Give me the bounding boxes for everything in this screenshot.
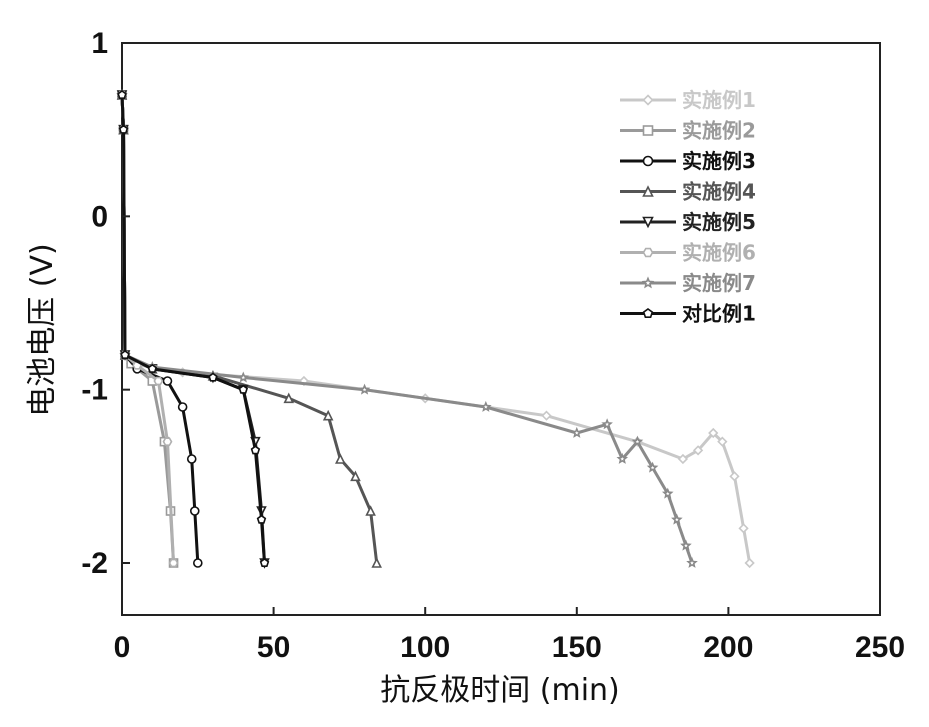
series-7 <box>116 88 698 568</box>
data-point <box>335 453 346 464</box>
data-point <box>162 437 173 446</box>
legend-label: 实施例4 <box>682 180 756 204</box>
series-line <box>120 94 200 564</box>
data-point <box>118 124 129 134</box>
series-line <box>120 94 175 564</box>
data-point <box>120 350 130 360</box>
legend-label: 对比例1 <box>682 302 756 326</box>
x-ticks: 0 50 100 150 200 250 <box>114 607 905 664</box>
data-point <box>601 418 613 430</box>
data-point <box>250 445 261 455</box>
data-point <box>642 247 654 258</box>
legend: 实施例1 实施例2 实施例3 实施例4 实施例5 实施例6 实施例7 对比例1 <box>620 88 756 326</box>
series-line <box>120 94 694 564</box>
data-point <box>208 372 218 382</box>
data-point <box>186 454 197 464</box>
data-point <box>680 539 692 551</box>
data-point <box>193 558 203 568</box>
data-point <box>738 523 749 534</box>
data-point <box>189 506 200 516</box>
x-tick-label: 150 <box>552 631 602 664</box>
legend-item: 对比例1 <box>620 302 756 326</box>
data-point <box>642 94 654 106</box>
legend-item: 实施例6 <box>620 241 756 265</box>
legend-item: 实施例4 <box>620 180 756 204</box>
y-tick-label: 0 <box>91 200 108 233</box>
data-point <box>480 400 492 412</box>
data-point <box>641 276 655 289</box>
data-point <box>661 487 674 499</box>
legend-item: 实施例2 <box>620 119 756 143</box>
series-8 <box>117 90 270 568</box>
data-point <box>237 371 250 383</box>
data-point <box>350 470 361 482</box>
data-point <box>117 90 127 100</box>
data-point <box>371 557 382 568</box>
data-point <box>147 363 158 373</box>
data-point <box>646 461 659 473</box>
data-point <box>256 514 267 524</box>
series-group <box>116 88 755 569</box>
data-point <box>541 410 552 421</box>
legend-label: 实施例5 <box>682 210 756 234</box>
series-2 <box>117 90 179 568</box>
x-tick-label: 100 <box>400 631 450 664</box>
plot-frame <box>121 42 881 616</box>
legend-item: 实施例7 <box>620 271 756 295</box>
x-tick-label: 200 <box>703 631 753 664</box>
y-tick-label: 1 <box>91 27 108 60</box>
data-point <box>631 435 644 447</box>
x-tick-label: 0 <box>114 631 131 664</box>
data-point <box>177 402 188 412</box>
data-point <box>642 185 654 197</box>
y-tick-label: -1 <box>81 374 108 407</box>
series-line <box>120 94 379 564</box>
legend-item: 实施例1 <box>620 88 756 112</box>
data-point <box>238 384 249 394</box>
data-point <box>153 376 164 386</box>
data-point <box>642 125 654 136</box>
series-line <box>120 94 175 564</box>
legend-item: 实施例3 <box>620 149 756 173</box>
data-point <box>708 427 719 439</box>
data-point <box>358 383 371 395</box>
data-point <box>686 556 698 568</box>
series-3 <box>117 90 203 568</box>
legend-label: 实施例1 <box>682 88 756 112</box>
data-point <box>571 426 583 438</box>
series-4 <box>116 89 382 568</box>
data-point <box>162 376 173 386</box>
x-tick-label: 250 <box>855 631 905 664</box>
data-point <box>616 452 629 464</box>
data-point <box>717 436 728 447</box>
data-point <box>677 453 689 465</box>
data-point <box>642 308 654 318</box>
data-point <box>671 513 683 525</box>
series-line <box>120 94 752 564</box>
y-tick-label: -2 <box>81 547 108 580</box>
data-point <box>283 392 295 404</box>
data-point <box>322 409 334 421</box>
legend-label: 实施例2 <box>682 119 756 143</box>
data-point <box>642 155 654 167</box>
x-axis-title: 抗反极时间 (min) <box>380 673 620 708</box>
x-tick-label: 50 <box>257 631 290 664</box>
data-point <box>259 558 270 568</box>
data-point <box>692 445 704 456</box>
legend-label: 实施例7 <box>682 271 756 295</box>
y-axis-title: 电池电压 (V) <box>25 243 60 416</box>
data-point <box>744 557 755 569</box>
data-point <box>642 216 654 229</box>
data-point <box>729 471 740 482</box>
legend-label: 实施例3 <box>682 149 756 173</box>
data-point <box>168 558 179 568</box>
legend-item: 实施例5 <box>620 210 756 234</box>
legend-label: 实施例6 <box>682 241 756 265</box>
data-point <box>365 505 376 516</box>
y-ticks: 1 0 -1 -2 <box>81 27 130 580</box>
